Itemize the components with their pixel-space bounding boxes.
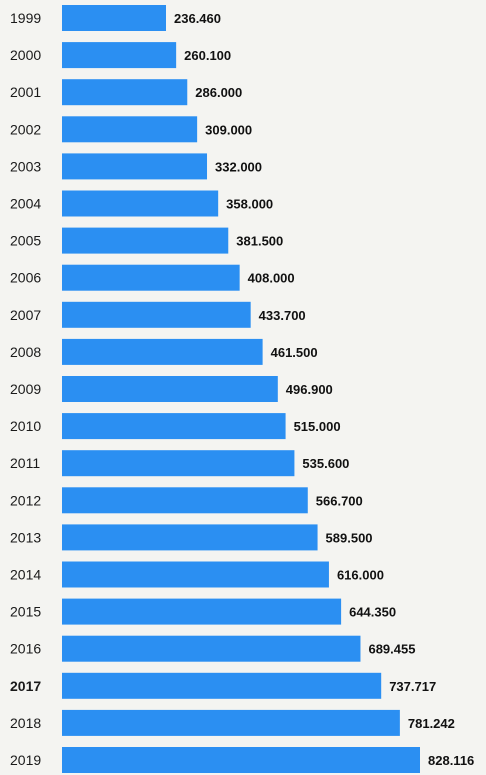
bar-value-label: 332.000	[215, 159, 262, 174]
bar	[62, 413, 286, 440]
bar	[62, 672, 382, 699]
year-tick-label: 2015	[10, 604, 41, 620]
year-tick-label: 2003	[10, 158, 41, 174]
bar-value-label: 260.100	[184, 48, 231, 63]
year-tick-label: 2012	[10, 492, 41, 508]
year-tick-label: 2011	[10, 455, 40, 471]
bar-value-label: 358.000	[226, 197, 273, 212]
bar	[62, 376, 278, 402]
bar	[62, 79, 188, 106]
bar-value-label: 828.116	[428, 753, 474, 768]
bar-value-label: 309.000	[205, 122, 252, 137]
bar	[62, 301, 251, 328]
year-tick-label: 2000	[10, 47, 41, 63]
bar-value-label: 496.900	[286, 382, 333, 397]
bar	[62, 227, 229, 254]
bar	[62, 487, 308, 514]
year-tick-label: 2001	[10, 84, 41, 100]
year-tick-label: 2004	[10, 196, 41, 212]
year-tick-label: 2013	[10, 529, 41, 545]
year-tick-label: 2017	[10, 678, 41, 694]
year-tick-label: 2002	[10, 121, 41, 137]
year-tick-label: 2019	[10, 752, 41, 768]
bar-value-label: 589.500	[326, 530, 373, 545]
year-tick-label: 2009	[10, 381, 41, 397]
bar-value-label: 616.000	[337, 568, 384, 583]
bar-value-label: 781.242	[408, 716, 455, 731]
bar	[62, 524, 318, 551]
bar	[62, 635, 361, 662]
bar-value-label: 689.455	[368, 642, 415, 657]
year-tick-label: 2007	[10, 307, 41, 323]
bar	[62, 116, 198, 143]
bar-value-label: 461.500	[271, 345, 318, 360]
year-tick-label: 2008	[10, 344, 41, 360]
bar-value-label: 535.600	[302, 456, 349, 471]
bar-value-label: 236.460	[174, 11, 221, 26]
bar	[62, 747, 420, 773]
bar-value-label: 433.700	[259, 308, 306, 323]
year-tick-label: 2006	[10, 270, 41, 286]
year-tick-label: 2018	[10, 715, 41, 731]
bar	[62, 561, 329, 588]
bar-value-label: 644.350	[349, 605, 396, 620]
bar	[62, 153, 208, 180]
bar-value-label: 566.700	[316, 493, 363, 508]
bar-value-label: 737.717	[389, 679, 436, 694]
bar	[62, 338, 263, 365]
year-tick-label: 1999	[10, 10, 41, 26]
bar-value-label: 515.000	[294, 419, 341, 434]
bar	[62, 264, 240, 291]
year-tick-label: 2014	[10, 567, 41, 583]
bar	[62, 709, 400, 736]
bar-value-label: 408.000	[248, 271, 295, 286]
bar-value-label: 286.000	[195, 85, 242, 100]
bar	[62, 450, 295, 477]
bar	[62, 598, 342, 625]
bar	[62, 5, 166, 31]
year-tick-label: 2016	[10, 641, 41, 657]
bar	[62, 42, 177, 69]
bar	[62, 190, 219, 217]
year-tick-label: 2005	[10, 233, 41, 249]
bar-value-label: 381.500	[236, 234, 283, 249]
year-tick-label: 2010	[10, 418, 41, 434]
